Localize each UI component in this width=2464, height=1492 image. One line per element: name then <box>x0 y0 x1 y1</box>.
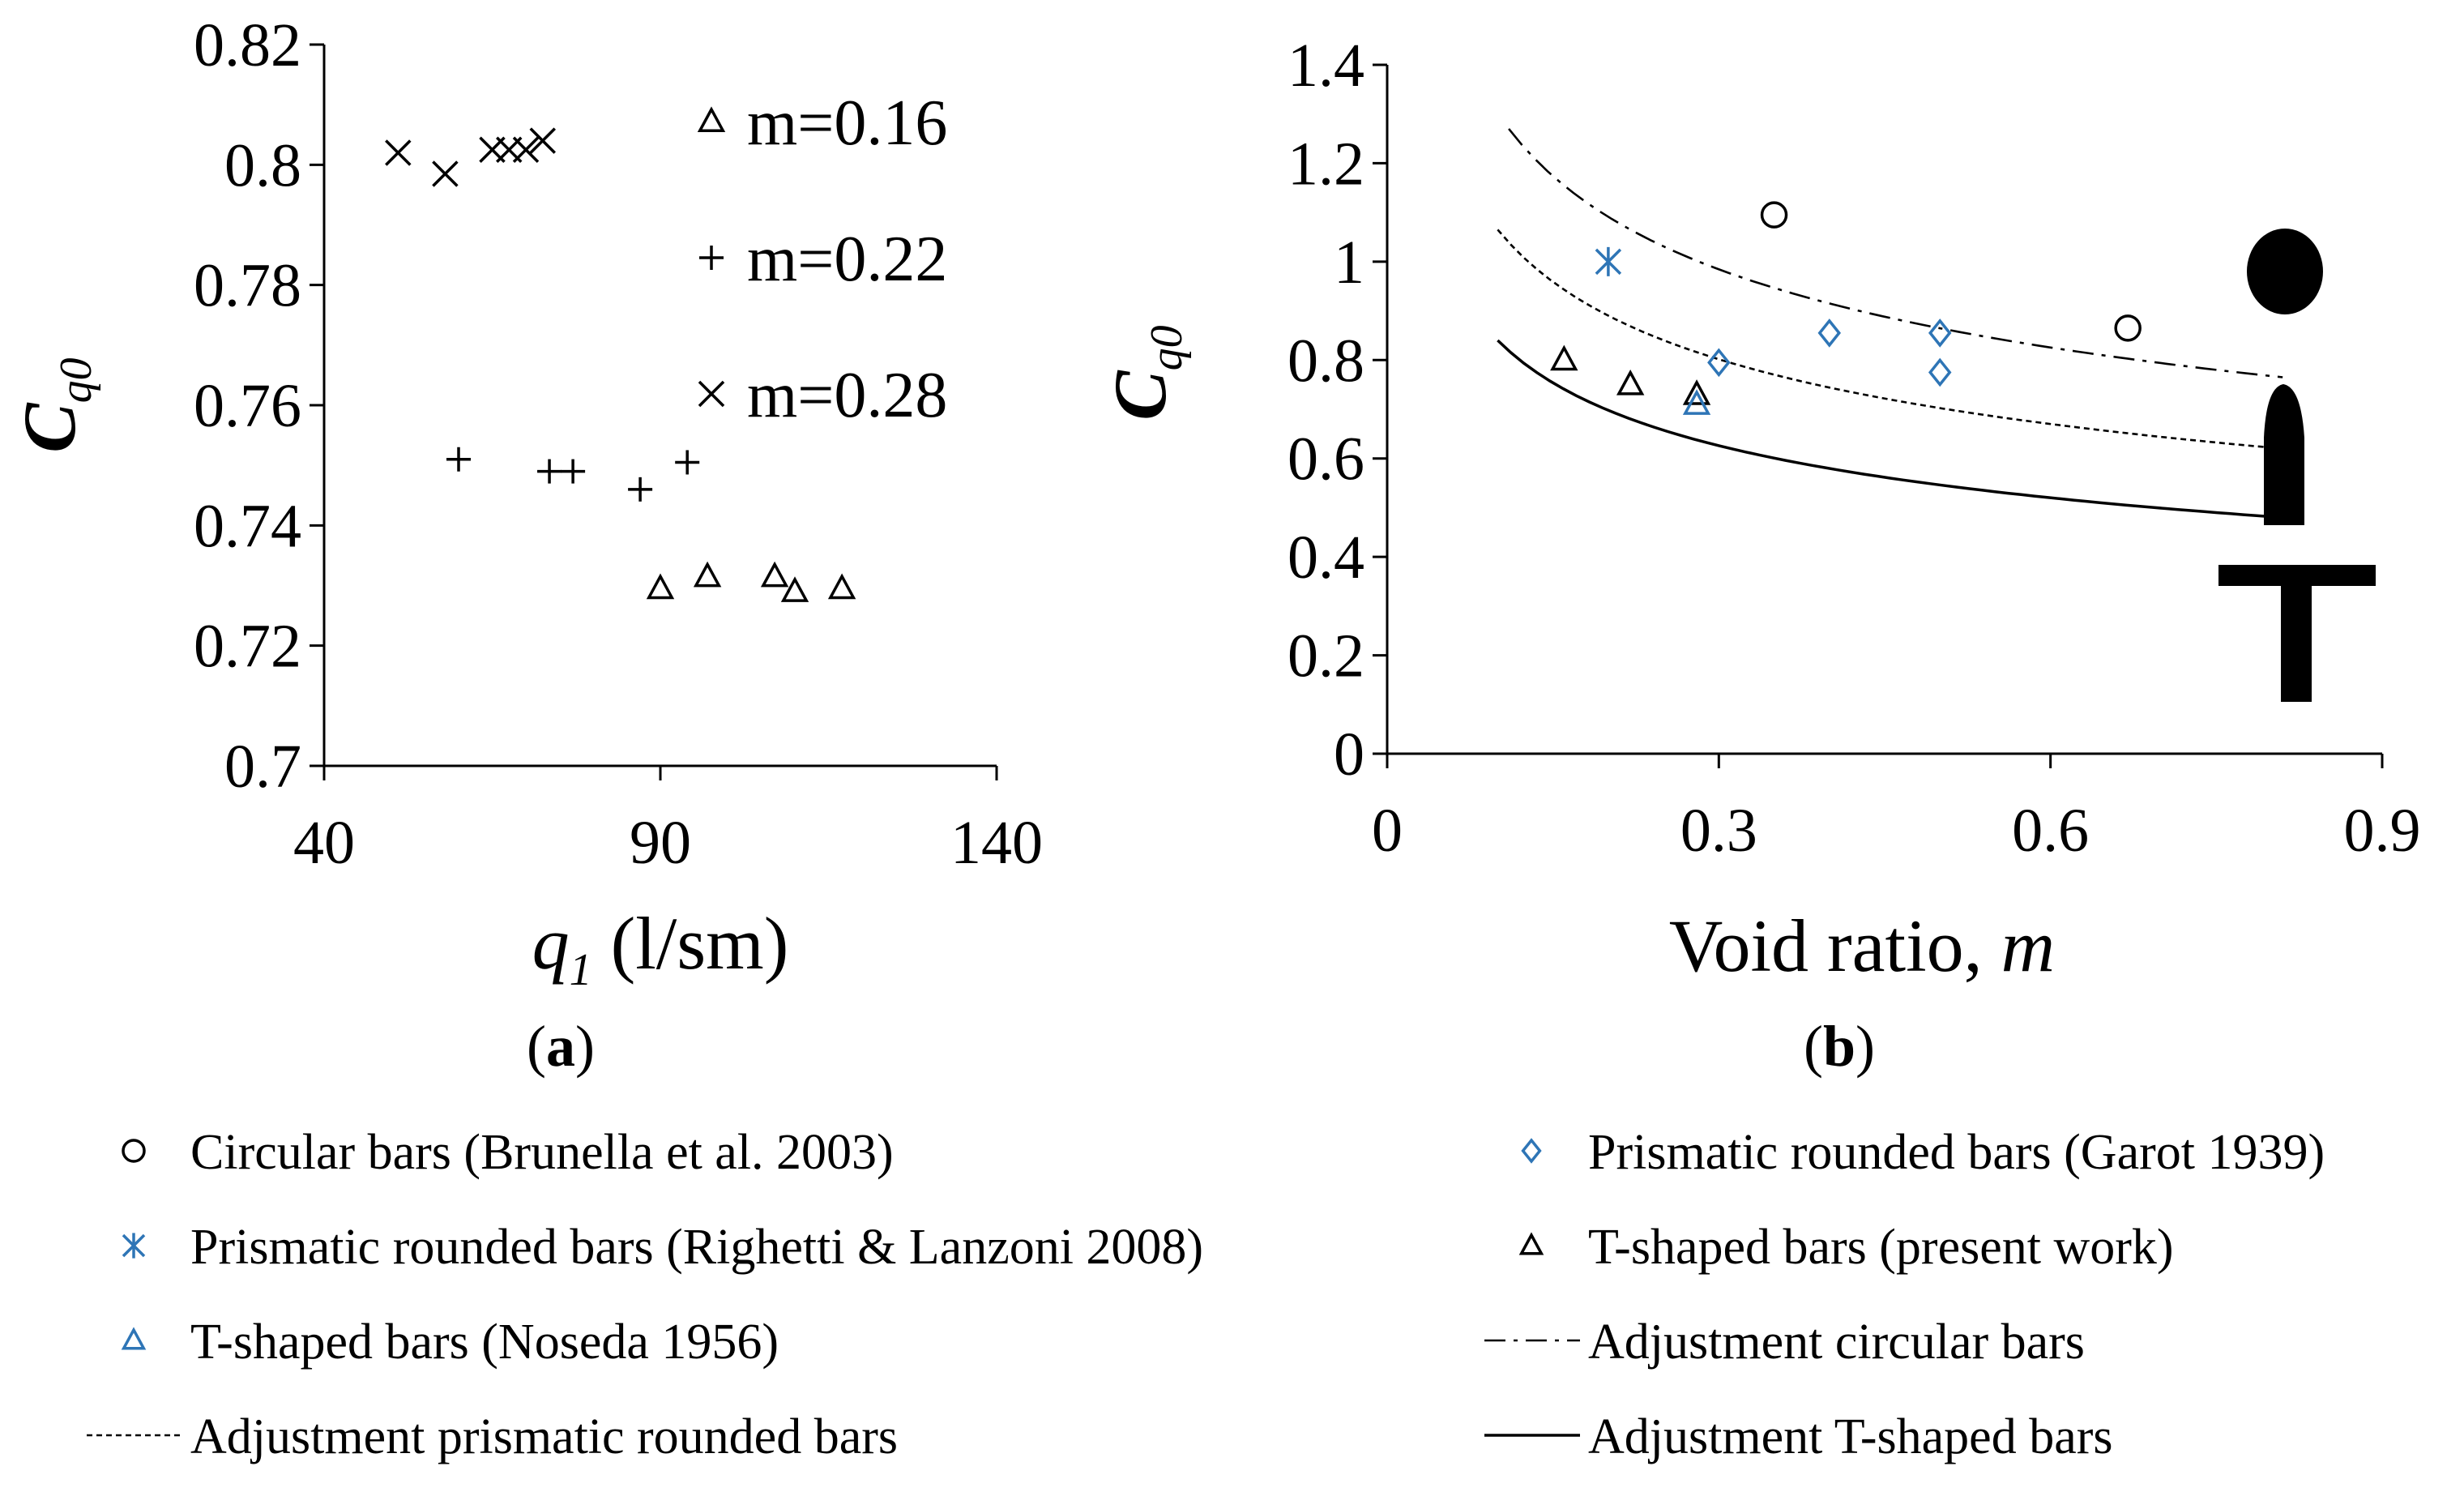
data-point <box>529 127 556 154</box>
chart-b-panel-label: (b) <box>1804 1014 1875 1079</box>
data-point <box>827 573 856 600</box>
chart-b-y-label: Cq0 <box>1099 325 1192 420</box>
y-tick-label: 0 <box>1334 720 1364 789</box>
fit-line <box>1508 128 2283 378</box>
y-tick-label: 0.82 <box>194 11 301 79</box>
legend-marker <box>699 246 724 270</box>
legend-label: T-shaped bars (Noseda 1956) <box>190 1315 779 1370</box>
x-tick-label: 140 <box>950 809 1043 877</box>
y-tick-label: 0.6 <box>1288 425 1364 494</box>
data-point <box>537 459 562 484</box>
data-point <box>2114 314 2142 342</box>
legend-label: Adjustment circular bars <box>1588 1315 2085 1370</box>
legend-item: Prismatic rounded bars (Garot 1939) <box>1521 1125 2325 1180</box>
y-tick-label: 1 <box>1334 229 1364 297</box>
legend-label: T-shaped bars (present work) <box>1588 1220 2174 1275</box>
data-point <box>561 459 586 484</box>
chart-b-x-label: Void ratio, m <box>1669 904 2055 987</box>
data-point <box>1707 348 1731 378</box>
legend-label: Prismatic rounded bars (Garot 1939) <box>1588 1125 2325 1180</box>
legend-label: Adjustment T-shaped bars <box>1588 1409 2113 1464</box>
data-point <box>1928 318 1952 348</box>
x-tick-label: 40 <box>293 809 355 877</box>
legend-marker <box>698 380 725 408</box>
y-tick-label: 0.8 <box>1288 327 1364 395</box>
y-tick-label: 0.78 <box>194 252 301 320</box>
data-point <box>1760 201 1788 229</box>
prismatic-rounded-bar-icon <box>2264 384 2304 525</box>
data-point <box>675 450 700 475</box>
data-point <box>1550 344 1578 371</box>
chart-a-panel-label: (a) <box>527 1014 595 1079</box>
chart-a-y-label: Cq0 <box>8 357 101 452</box>
legend-marker <box>1521 1138 1542 1164</box>
legend-marker <box>1518 1232 1544 1255</box>
legend-label: m=0.28 <box>747 360 947 431</box>
legend-item: T-shaped bars (Noseda 1956) <box>121 1315 779 1370</box>
y-tick-label: 0.72 <box>194 613 301 681</box>
legend-marker <box>122 1139 146 1163</box>
y-tick-label: 0.8 <box>224 131 301 199</box>
legend-label: Prismatic rounded bars (Righetti & Lanzo… <box>190 1220 1203 1275</box>
x-tick-label: 0 <box>1372 797 1403 865</box>
fit-line <box>1497 339 2283 519</box>
legend-item: Adjustment T-shaped bars <box>1484 1409 2113 1464</box>
x-tick-label: 0.6 <box>2012 797 2089 865</box>
x-tick-label: 0.9 <box>2344 797 2421 865</box>
legend-label: Circular bars (Brunella et al. 2003) <box>190 1125 894 1180</box>
legend-item: Adjustment prismatic rounded bars <box>87 1409 898 1464</box>
data-point <box>1817 318 1842 348</box>
data-point <box>1595 246 1622 276</box>
legend-label: Adjustment prismatic rounded bars <box>190 1409 898 1464</box>
data-point <box>512 136 540 164</box>
y-tick-label: 1.4 <box>1288 32 1364 100</box>
chart-a-x-label: q1 (l/sm) <box>532 902 789 995</box>
legend-item: Adjustment circular bars <box>1484 1315 2085 1370</box>
data-point <box>385 139 412 166</box>
data-point <box>693 561 722 588</box>
x-tick-label: 0.3 <box>1680 797 1757 865</box>
legend-label: m=0.16 <box>747 88 947 159</box>
legend-marker <box>122 1233 146 1259</box>
y-tick-label: 0.2 <box>1288 622 1364 690</box>
legend-marker <box>121 1327 147 1350</box>
y-tick-label: 0.74 <box>194 492 301 560</box>
t-shaped-bar-icon <box>2218 565 2376 702</box>
legend-item: Circular bars (Brunella et al. 2003) <box>122 1125 894 1180</box>
data-point <box>780 576 809 602</box>
chart-b: 0 0.2 0.4 0.6 0.8 1 1.2 1.4 0 0.3 0.6 0.9 Cq0 Void… <box>1099 32 2421 1079</box>
y-tick-label: 1.2 <box>1288 130 1364 198</box>
data-point <box>446 447 471 472</box>
legend-item: T-shaped bars (present work) <box>1518 1220 2174 1275</box>
data-point <box>1928 357 1952 387</box>
legend-label: m=0.22 <box>747 224 947 295</box>
chart-a: 0.7 0.72 0.74 0.76 0.78 0.8 0.82 40 90 140 m=0.1… <box>8 11 1043 1079</box>
data-point <box>1682 389 1711 415</box>
data-point <box>646 573 675 600</box>
circular-bar-icon <box>2247 229 2323 314</box>
data-point <box>628 477 653 502</box>
legend-item: Prismatic rounded bars (Righetti & Lanzo… <box>122 1220 1203 1275</box>
y-tick-label: 0.4 <box>1288 524 1364 592</box>
x-tick-label: 90 <box>630 809 691 877</box>
data-point <box>760 561 789 588</box>
data-point <box>432 160 459 187</box>
legend: Circular bars (Brunella et al. 2003) Pris… <box>87 1125 2325 1464</box>
y-tick-label: 0.76 <box>194 372 301 440</box>
y-tick-label: 0.7 <box>224 733 301 801</box>
fit-line <box>1497 229 2283 450</box>
data-point <box>1682 379 1711 405</box>
data-point <box>1616 369 1645 395</box>
legend-marker <box>697 106 726 132</box>
